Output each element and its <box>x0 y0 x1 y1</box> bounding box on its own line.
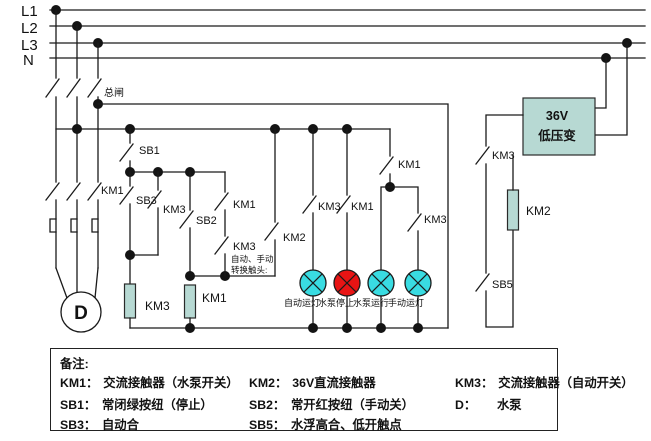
auto-run-lamp-branch: KM3 <box>299 128 341 333</box>
sb1-contact: SB1 <box>119 128 160 173</box>
motor-icon <box>60 291 102 333</box>
sb5-float-contact: SB5 <box>475 273 513 292</box>
km1-coil: KM1 <box>183 284 227 329</box>
legend-desc: 水泵 <box>497 398 522 412</box>
km3-hold-label: KM3 <box>163 204 186 216</box>
legend-title: 备注: <box>60 357 89 371</box>
km1-main-label: KM1 <box>101 185 124 197</box>
sb5-label: SB5 <box>492 279 513 291</box>
km3-transfer-label: KM3 <box>233 241 256 253</box>
legend-entry-sb3: SB3： 自动合 <box>60 415 139 433</box>
auto-run-lamp-label: 自动运灯 <box>284 297 320 308</box>
legend-term: KM1： <box>60 376 99 390</box>
legend-entry-km2: KM2： 36V直流接触器 <box>249 373 376 391</box>
legend-box: 备注: KM1： 交流接触器（水泵开关） KM2： 36V直流接触器 KM3： 交流接… <box>50 348 634 433</box>
legend-desc: 自动合 <box>102 418 139 432</box>
legend-entry-sb1: SB1： 常闭绿按纽（停止） <box>60 395 213 413</box>
pump-run-lamp-label: 水泵运行 <box>353 297 389 308</box>
legend-entry-d: D： 水泵 <box>455 395 522 413</box>
legend-desc: 交流接触器（水泵开关） <box>103 376 239 390</box>
km3-coil: KM3 <box>123 283 170 329</box>
legend-entry-sb5: SB5： 水浮高合、低开触点 <box>249 415 402 433</box>
rail-label-n: N <box>23 52 34 69</box>
legend-entry-km1: KM1： 交流接触器（水泵开关） <box>60 373 239 391</box>
legend-term: KM2： <box>249 376 288 390</box>
rail-label-l2: L2 <box>21 20 38 37</box>
transformer-voltage-label: 36V <box>546 109 569 123</box>
transfer-note-line1: 自动、手动 <box>231 254 274 264</box>
km3-coil-label: KM3 <box>145 299 170 313</box>
motor-branch: KM1 D <box>45 182 124 333</box>
sb2-label: SB2 <box>196 215 217 227</box>
sb1-label: SB1 <box>139 145 160 157</box>
km3-manual-contact-label: KM3 <box>424 214 447 226</box>
thermal-overload-icon <box>70 218 78 233</box>
legend-desc: 交流接触器（自动开关） <box>498 376 634 390</box>
km1-hold-km3-transfer-branch: KM1 KM3 自动、手动 转换触头: <box>214 171 274 277</box>
transfer-note-line2: 转换触头: <box>231 265 267 275</box>
run-lamps-branch: KM1 KM3 <box>367 128 447 333</box>
km1-coil-label: KM1 <box>202 291 227 305</box>
motor-label: D <box>74 303 88 324</box>
pump-stop-lamp-label: 水泵停止 <box>318 297 354 308</box>
legend-entry-km3: KM3： 交流接触器（自动开关） <box>455 373 634 391</box>
legend-term: KM3： <box>455 376 494 390</box>
km2-coil-label: KM2 <box>526 204 551 218</box>
rail-label-l3: L3 <box>21 37 38 54</box>
thermal-overload-icon <box>91 218 99 233</box>
legend-term: SB1： <box>60 398 97 412</box>
sb3-contact: SB3 <box>119 171 157 285</box>
thermal-overload-icon <box>49 218 57 233</box>
legend-desc: 36V直流接触器 <box>292 376 376 390</box>
km1-top-contact-label: KM1 <box>398 159 421 171</box>
main-switch-label: 总闸 <box>104 86 124 99</box>
transformer-name-label: 低压变 <box>537 128 576 143</box>
km3-secondary-label: KM3 <box>492 150 515 162</box>
pump-stop-lamp-branch: KM1 <box>333 128 374 333</box>
km2-coil: KM2 <box>506 189 551 231</box>
legend-desc: 常闭绿按纽（停止） <box>102 398 213 412</box>
wiring-outer-loop <box>55 103 449 329</box>
rail-label-l1: L1 <box>21 3 38 20</box>
legend-term: SB3： <box>60 418 97 432</box>
km2-contact-label: KM2 <box>283 232 306 244</box>
km3-hold-contact: KM3 <box>129 171 186 256</box>
km2-contact-branch: KM2 <box>264 128 306 277</box>
legend-term: D： <box>455 398 477 412</box>
main-switch: 总闸 <box>45 9 124 183</box>
sb2-contact: SB2 <box>179 171 217 277</box>
legend-term: SB2： <box>249 398 286 412</box>
transformer-box <box>522 97 596 156</box>
km3-secondary-contact: KM3 <box>475 146 515 165</box>
legend-entry-sb2: SB2： 常开红按纽（手动关） <box>249 395 414 413</box>
transformer-circuit: 36V 低压变 KM3 SB5 KM2 <box>475 42 628 328</box>
km1-lamp-contact-label: KM1 <box>351 201 374 213</box>
power-rails: L1 L2 L3 N <box>21 3 646 69</box>
legend-desc: 常开红按纽（手动关） <box>291 398 414 412</box>
manual-run-lamp-label: 手动运灯 <box>388 297 424 308</box>
control-circuit: SB1 SB3 KM3 KM3 <box>119 128 447 333</box>
legend-term: SB5： <box>249 418 286 432</box>
km1-hold-label: KM1 <box>233 199 256 211</box>
km3-lamp-contact-label: KM3 <box>318 201 341 213</box>
legend-desc: 水浮高合、低开触点 <box>291 418 402 432</box>
